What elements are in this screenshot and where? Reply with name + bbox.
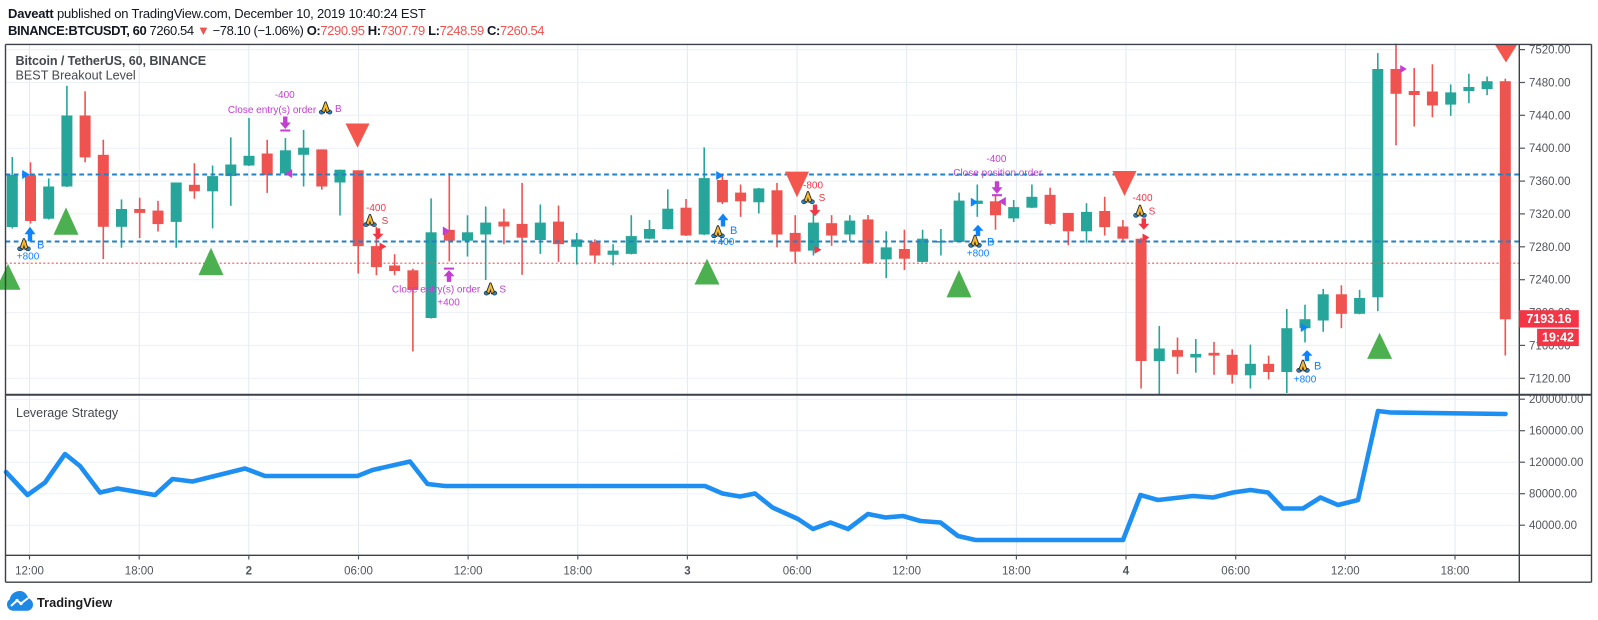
svg-text:06:00: 06:00 (783, 566, 812, 578)
svg-text:18:00: 18:00 (1002, 566, 1031, 578)
svg-text:12:00: 12:00 (892, 566, 921, 578)
svg-text:160000.00: 160000.00 (1529, 426, 1583, 438)
svg-text:7320.00: 7320.00 (1529, 209, 1571, 221)
svg-text:Close entry(s) order: Close entry(s) order (392, 285, 481, 296)
svg-text:200000.00: 200000.00 (1529, 394, 1583, 406)
svg-text:B: B (1314, 361, 1321, 373)
svg-text:Leverage Strategy: Leverage Strategy (16, 406, 119, 420)
svg-text:B: B (730, 225, 737, 237)
svg-text:19:42: 19:42 (1542, 331, 1574, 345)
svg-text:80000.00: 80000.00 (1529, 489, 1577, 501)
svg-text:Bitcoin / TetherUS, 60, BINANC: Bitcoin / TetherUS, 60, BINANCE (16, 54, 207, 68)
svg-text:S: S (499, 285, 506, 296)
svg-text:7400.00: 7400.00 (1529, 143, 1571, 155)
svg-text:-400: -400 (275, 90, 295, 101)
svg-text:2: 2 (246, 566, 252, 578)
svg-text:-400: -400 (1132, 193, 1152, 204)
svg-text:-800: -800 (803, 180, 823, 191)
svg-text:BINANCE:BTCUSDT, 60 7260.54 ▼: BINANCE:BTCUSDT, 60 7260.54 ▼ −78.10 (−1… (8, 23, 544, 38)
svg-text:18:00: 18:00 (563, 566, 592, 578)
svg-text:-400: -400 (366, 203, 386, 214)
svg-text:Close entry(s) order: Close entry(s) order (228, 105, 317, 116)
svg-text:Close position order: Close position order (953, 168, 1043, 179)
svg-text:7480.00: 7480.00 (1529, 78, 1571, 90)
svg-text:06:00: 06:00 (344, 566, 373, 578)
svg-text:TradingView: TradingView (37, 595, 112, 610)
svg-text:12:00: 12:00 (1331, 566, 1360, 578)
svg-text:+800: +800 (17, 252, 40, 263)
svg-text:-400: -400 (986, 154, 1006, 165)
svg-text:7193.16: 7193.16 (1526, 312, 1571, 326)
svg-text:3: 3 (684, 566, 690, 578)
svg-text:12:00: 12:00 (454, 566, 483, 578)
svg-text:40000.00: 40000.00 (1529, 520, 1577, 532)
svg-text:BEST Breakout Level: BEST Breakout Level (16, 69, 136, 83)
svg-text:B: B (335, 104, 342, 115)
svg-text:7440.00: 7440.00 (1529, 110, 1571, 122)
svg-text:7280.00: 7280.00 (1529, 242, 1571, 254)
svg-text:7360.00: 7360.00 (1529, 176, 1571, 188)
svg-text:06:00: 06:00 (1221, 566, 1250, 578)
svg-text:4: 4 (1123, 566, 1130, 578)
svg-text:12:00: 12:00 (15, 566, 44, 578)
svg-text:B: B (37, 239, 44, 251)
svg-text:+400: +400 (437, 298, 460, 309)
svg-text:120000.00: 120000.00 (1529, 457, 1583, 469)
svg-text:+800: +800 (1294, 374, 1317, 385)
svg-text:S: S (1149, 207, 1156, 218)
svg-text:+400: +400 (712, 237, 735, 248)
svg-text:18:00: 18:00 (1441, 566, 1470, 578)
svg-text:7240.00: 7240.00 (1529, 275, 1571, 287)
svg-text:18:00: 18:00 (125, 566, 154, 578)
svg-text:+800: +800 (967, 249, 990, 260)
svg-text:7520.00: 7520.00 (1529, 45, 1571, 57)
svg-text:B: B (987, 237, 994, 249)
svg-text:7120.00: 7120.00 (1529, 373, 1571, 385)
svg-text:Daveatt published on TradingVi: Daveatt published on TradingView.com, De… (8, 6, 426, 21)
svg-text:S: S (382, 216, 389, 227)
svg-text:S: S (819, 193, 826, 204)
